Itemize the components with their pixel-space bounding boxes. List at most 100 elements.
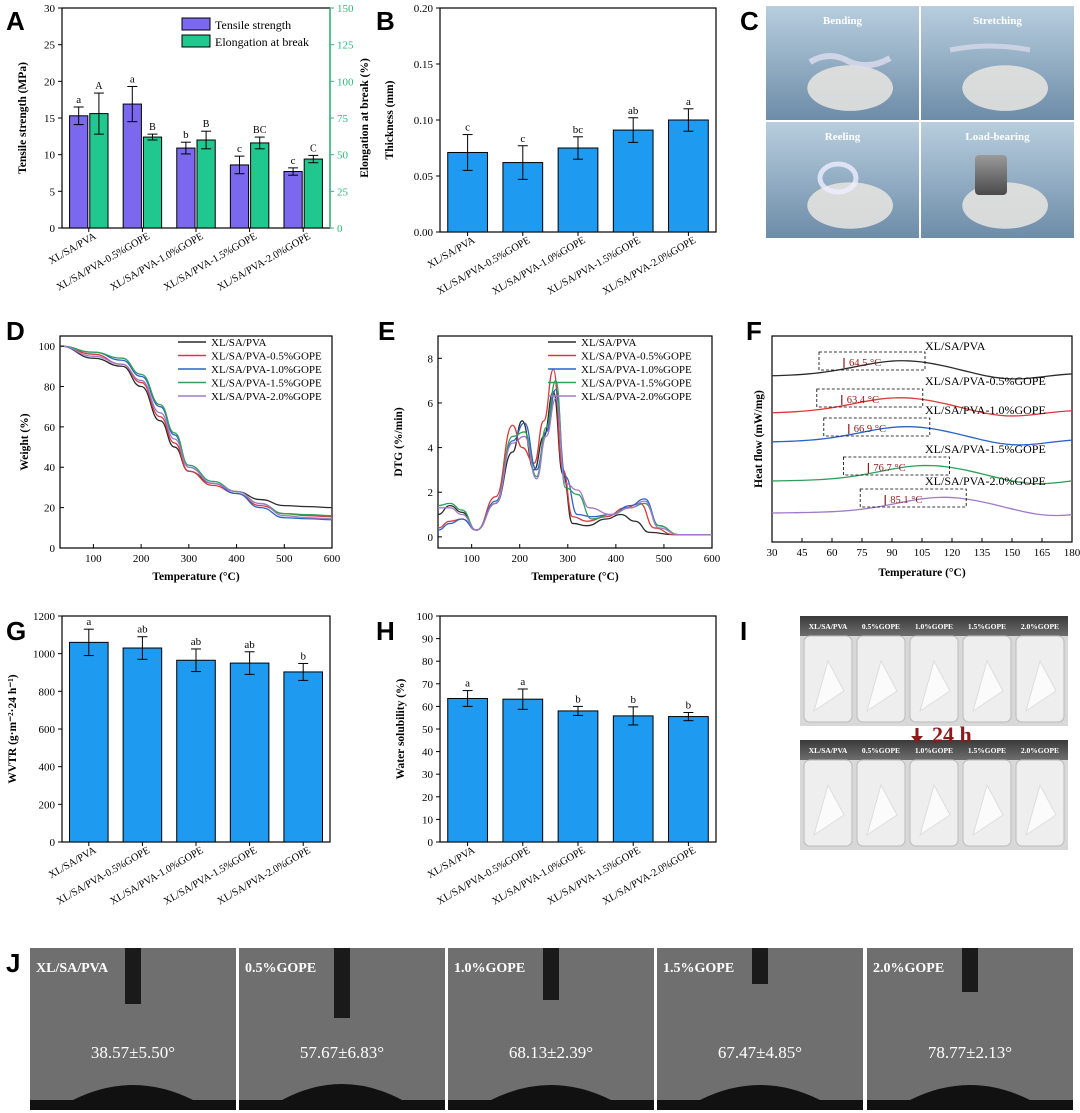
chart-b-sig-letter: ab: [628, 105, 639, 117]
chart-d-ytick-label: 100: [39, 341, 56, 353]
chart-f-xtick-label: 120: [944, 547, 961, 559]
chart-h-xtick-label: XL/SA/PVA-2.0%GOPE: [601, 845, 698, 907]
chart-f-xlabel: Temperature (°C): [878, 567, 965, 579]
chart-a-ytick-label: 25: [44, 40, 56, 52]
chart-a-bar-elongation: [250, 142, 270, 229]
chart-g-ytick-label: 0: [50, 837, 56, 849]
chart-d-xtick-label: 400: [228, 553, 245, 565]
chart-e-ytick-label: 4: [428, 443, 434, 455]
chart-h-ytick-label: 50: [422, 724, 434, 736]
film-bend: [808, 53, 892, 69]
needle: [125, 948, 141, 1004]
chart-d-xtick-label: 500: [276, 553, 293, 565]
chart-g-sig-letter: ab: [137, 624, 148, 636]
film-in-vial: [972, 659, 1004, 713]
vial-label: XL/SA/PVA: [809, 622, 848, 631]
chart-a-y2label: Elongation at break (%): [359, 58, 371, 178]
chart-e-xlabel: Temperature (°C): [531, 571, 618, 583]
chart-g-bar: [283, 671, 323, 843]
water-droplet: [700, 1085, 820, 1100]
chart-h-ytick-label: 80: [422, 656, 434, 668]
chart-f-series-line: [771, 397, 1073, 417]
panel-label-F: F: [746, 316, 762, 346]
panel-label-I: I: [740, 616, 747, 646]
chart-b-bar: [612, 129, 654, 233]
chart-e-plot-frame: [437, 335, 713, 549]
chart-d-xtick-label: 300: [181, 553, 198, 565]
water-droplet: [491, 1085, 611, 1100]
film-in-vial: [919, 783, 951, 837]
substrate-line: [657, 1100, 863, 1110]
photo-c-label: Bending: [823, 15, 863, 27]
chart-h-sig-letter: b: [575, 693, 581, 705]
vials-caps: [800, 616, 1068, 636]
film-in-vial: [972, 783, 1004, 837]
chart-b-xtick-label: XL/SA/PVA: [426, 235, 478, 271]
chart-b-xtick-label: XL/SA/PVA-1.5%GOPE: [546, 235, 643, 297]
needle: [543, 948, 559, 1000]
substrate-line: [30, 1100, 236, 1110]
chart-b-ytick-label: 0.10: [414, 115, 434, 127]
contact-angle-value: 78.77±2.13°: [928, 1043, 1012, 1062]
chart-d-legend-label: XL/SA/PVA-0.5%GOPE: [211, 351, 322, 363]
vials-caps: [800, 740, 1068, 760]
chart-b-sig-letter: a: [686, 96, 691, 108]
chart-a-ytick-label: 75: [337, 113, 349, 125]
chart-h-ytick-label: 20: [422, 792, 434, 804]
film-in-vial: [1025, 783, 1057, 837]
chart-h-ytick-label: 40: [422, 747, 434, 759]
chart-f-series-label: XL/SA/PVA: [925, 339, 986, 353]
vial-label: 2.0%GOPE: [1021, 622, 1059, 631]
film-in-vial: [813, 659, 845, 713]
chart-d-ytick-label: 0: [50, 543, 56, 555]
chart-e-legend-label: XL/SA/PVA-1.0%GOPE: [581, 364, 692, 376]
chart-a-bar-tensile: [69, 115, 89, 229]
photo-c-label: Load-bearing: [965, 131, 1030, 143]
chart-a-bar-tensile: [229, 164, 250, 229]
chart-f-xtick-label: 90: [887, 547, 899, 559]
chart-a-sig-letter: BC: [253, 125, 267, 136]
chart-d-series-line: [59, 345, 333, 517]
chart-d-legend-label: XL/SA/PVA-2.0%GOPE: [211, 391, 322, 403]
chart-a-legend-label: Elongation at break: [215, 35, 309, 49]
chart-h-sig-letter: b: [630, 694, 636, 706]
chart-a-ytick-label: 15: [44, 113, 56, 125]
chart-g-bar: [69, 641, 109, 843]
needle: [962, 948, 978, 992]
chart-d-xtick-label: 600: [324, 553, 341, 565]
chart-g-sig-letter: ab: [191, 636, 202, 648]
chart-b-bar: [557, 147, 599, 233]
chart-a-ytick-label: 5: [50, 186, 56, 198]
water-droplet: [282, 1084, 402, 1100]
chart-h-bar: [447, 697, 488, 843]
needle: [752, 948, 768, 984]
chart-g-bar: [229, 662, 270, 843]
chart-a-bar-elongation: [196, 139, 216, 229]
chart-a-ytick-label: 125: [337, 40, 354, 52]
chart-e-ylabel: DTG (%/min): [393, 407, 405, 476]
photo-c-label: Reeling: [825, 131, 861, 143]
water-droplet: [910, 1085, 1030, 1100]
chart-e-ytick-label: 0: [428, 532, 434, 544]
film-in-vial: [813, 783, 845, 837]
chart-a-ylabel: Tensile strength (MPa): [17, 62, 29, 174]
chart-h-sig-letter: a: [520, 676, 525, 688]
chart-h-ytick-label: 90: [422, 634, 434, 646]
film-in-vial: [866, 783, 898, 837]
chart-a-sig-letter: c: [291, 155, 296, 167]
chart-b-sig-letter: c: [520, 133, 525, 145]
chart-f-xtick-label: 105: [914, 547, 931, 559]
contact-angle-value: 68.13±2.39°: [509, 1043, 593, 1062]
water-droplet: [73, 1085, 193, 1100]
chart-h-sig-letter: a: [465, 678, 470, 690]
chart-a-ytick-label: 10: [44, 150, 56, 162]
chart-f-series-label: XL/SA/PVA-0.5%GOPE: [925, 374, 1046, 388]
time-label: 24 h: [932, 722, 972, 747]
chart-b-ytick-label: 0.15: [414, 59, 434, 71]
chart-b-sig-letter: c: [465, 122, 470, 134]
chart-e-legend-label: XL/SA/PVA-0.5%GOPE: [581, 351, 692, 363]
chart-g-sig-letter: b: [300, 650, 306, 662]
chart-e-legend-label: XL/SA/PVA-1.5%GOPE: [581, 378, 692, 390]
chart-d-xlabel: Temperature (°C): [152, 571, 239, 583]
chart-a-ytick-label: 0: [337, 223, 343, 235]
